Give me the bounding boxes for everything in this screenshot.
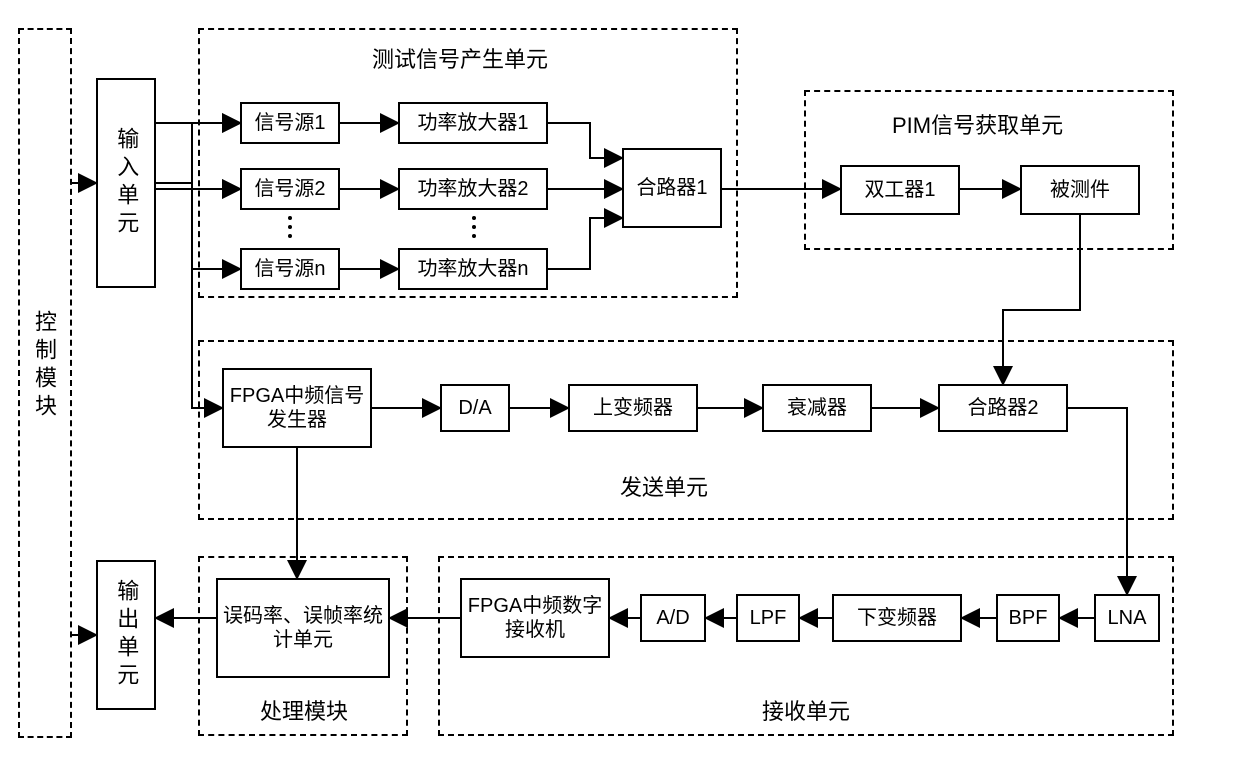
a-d-converter: A/D	[640, 594, 706, 642]
power-amp-1: 功率放大器1	[398, 102, 548, 144]
attenuator: 衰减器	[762, 384, 872, 432]
output-unit: 输出单元	[96, 560, 156, 710]
input-unit: 输入单元	[96, 78, 156, 288]
send-group-label: 发送单元	[618, 470, 710, 502]
up-converter: 上变频器	[568, 384, 698, 432]
lpf: LPF	[736, 594, 800, 642]
combiner-1: 合路器1	[622, 148, 722, 228]
vdots-amps	[472, 216, 476, 238]
signal-source-2: 信号源2	[240, 168, 340, 210]
bpf: BPF	[996, 594, 1060, 642]
pim-group-label: PIM信号获取单元	[890, 108, 1065, 140]
signal-source-1: 信号源1	[240, 102, 340, 144]
proc-group-label: 处理模块	[258, 694, 350, 726]
d-a-converter: D/A	[440, 384, 510, 432]
duplexer-1: 双工器1	[840, 165, 960, 215]
down-converter: 下变频器	[832, 594, 962, 642]
input-unit-label: 输入单元	[113, 127, 139, 239]
power-amp-n: 功率放大器n	[398, 248, 548, 290]
recv-group-label: 接收单元	[760, 694, 852, 726]
device-under-test: 被测件	[1020, 165, 1140, 215]
test-gen-group-label: 测试信号产生单元	[370, 42, 550, 74]
combiner-2: 合路器2	[938, 384, 1068, 432]
vdots-sources	[288, 216, 292, 238]
fpga-if-receiver: FPGA中频数字接收机	[460, 578, 610, 658]
error-stats-unit: 误码率、误帧率统计单元	[216, 578, 390, 678]
power-amp-2: 功率放大器2	[398, 168, 548, 210]
lna: LNA	[1094, 594, 1160, 642]
fpga-if-generator: FPGA中频信号发生器	[222, 368, 372, 448]
signal-source-n: 信号源n	[240, 248, 340, 290]
output-unit-label: 输出单元	[113, 579, 139, 691]
control-module-label: 控制模块	[28, 310, 60, 422]
